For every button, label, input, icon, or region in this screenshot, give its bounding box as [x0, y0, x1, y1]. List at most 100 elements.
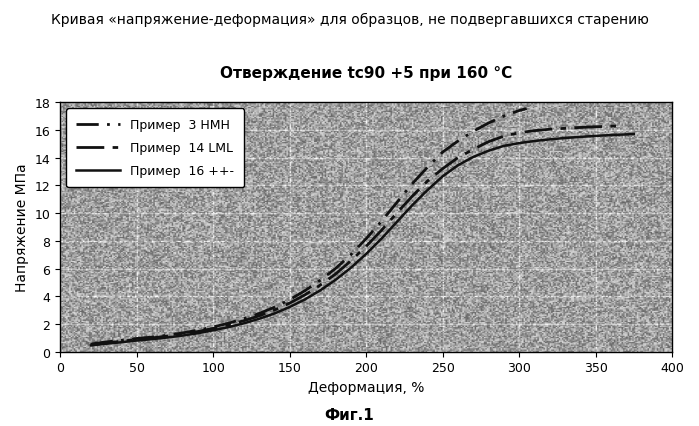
Text: Кривая «напряжение-деформация» для образцов, не подвергавшихся старению: Кривая «напряжение-деформация» для образ… — [50, 13, 649, 27]
Пример  3 НМН — [301, 288, 309, 294]
Пример  14 LML — [163, 334, 171, 339]
Пример  16 ++- — [408, 204, 416, 209]
Пример  16 ++- — [607, 133, 615, 138]
Пример  14 LML — [408, 194, 416, 199]
Y-axis label: Напряжение МПа: Напряжение МПа — [15, 163, 29, 291]
Пример  14 LML — [484, 140, 493, 145]
Пример  14 LML — [316, 283, 324, 288]
Пример  16 ++- — [591, 134, 600, 139]
Пример  16 ++- — [622, 132, 630, 138]
Пример  14 LML — [377, 228, 386, 233]
Пример  3 НМН — [270, 305, 278, 310]
Пример  3 НМН — [255, 311, 264, 317]
Line: Пример  3 НМН: Пример 3 НМН — [91, 109, 527, 344]
Пример  16 ++- — [87, 343, 95, 348]
Пример  16 ++- — [147, 337, 156, 342]
Пример  3 НМН — [285, 297, 294, 302]
Пример  16 ++- — [224, 325, 233, 330]
Пример  3 НМН — [469, 130, 477, 135]
Пример  14 LML — [301, 293, 309, 298]
Text: Фиг.1: Фиг.1 — [324, 407, 375, 422]
Пример  14 LML — [240, 318, 248, 323]
Пример  16 ++- — [454, 163, 462, 168]
Пример  3 НМН — [454, 139, 462, 144]
Пример  3 НМН — [224, 321, 233, 326]
Пример  16 ++- — [209, 328, 217, 333]
Пример  16 ++- — [561, 136, 569, 141]
Пример  3 НМН — [132, 336, 140, 341]
Пример  14 LML — [147, 336, 156, 341]
Пример  3 НМН — [347, 253, 355, 258]
Пример  14 LML — [194, 329, 202, 334]
Пример  14 LML — [500, 134, 508, 139]
X-axis label: Деформация, %: Деформация, % — [308, 380, 424, 394]
Пример  16 ++- — [438, 174, 447, 179]
Пример  14 LML — [591, 125, 600, 130]
Пример  16 ++- — [545, 138, 554, 143]
Пример  14 LML — [255, 314, 264, 319]
Пример  16 ++- — [393, 220, 401, 225]
Пример  16 ++- — [270, 311, 278, 317]
Пример  16 ++- — [163, 335, 171, 340]
Пример  3 НМН — [209, 325, 217, 330]
Пример  16 ++- — [515, 141, 524, 147]
Пример  14 LML — [347, 259, 355, 264]
Пример  3 НМН — [393, 201, 401, 206]
Пример  3 НМН — [316, 278, 324, 283]
Пример  14 LML — [132, 337, 140, 342]
Пример  16 ++- — [377, 236, 386, 242]
Line: Пример  14 LML: Пример 14 LML — [91, 127, 619, 345]
Пример  16 ++- — [255, 317, 264, 322]
Пример  14 LML — [224, 322, 233, 328]
Пример  14 LML — [607, 124, 615, 130]
Пример  16 ++- — [132, 338, 140, 343]
Пример  14 LML — [117, 339, 126, 344]
Пример  14 LML — [87, 343, 95, 348]
Пример  14 LML — [393, 211, 401, 216]
Пример  3 НМН — [87, 342, 95, 347]
Пример  3 НМН — [163, 333, 171, 338]
Пример  16 ++- — [102, 341, 110, 346]
Пример  16 ++- — [316, 288, 324, 293]
Пример  16 ++- — [331, 278, 340, 283]
Пример  14 LML — [454, 156, 462, 161]
Пример  14 LML — [515, 131, 524, 136]
Пример  3 НМН — [194, 328, 202, 333]
Пример  3 НМН — [423, 165, 431, 170]
Пример  14 LML — [530, 129, 538, 134]
Пример  16 ++- — [530, 139, 538, 144]
Пример  3 НМН — [240, 317, 248, 322]
Пример  16 ++- — [423, 188, 431, 193]
Пример  14 LML — [209, 326, 217, 331]
Пример  14 LML — [270, 308, 278, 313]
Пример  3 НМН — [331, 266, 340, 271]
Пример  14 LML — [561, 127, 569, 132]
Пример  16 ++- — [362, 252, 370, 257]
Title: Отверждение tc90 +5 при 160 °C: Отверждение tc90 +5 при 160 °C — [220, 66, 512, 81]
Пример  16 ++- — [630, 132, 638, 137]
Пример  16 ++- — [178, 333, 187, 338]
Пример  3 НМН — [102, 340, 110, 345]
Пример  3 НМН — [484, 121, 493, 126]
Пример  14 LML — [178, 332, 187, 337]
Пример  3 НМН — [500, 114, 508, 119]
Пример  3 НМН — [117, 338, 126, 343]
Line: Пример  16 ++-: Пример 16 ++- — [91, 135, 634, 345]
Пример  16 ++- — [285, 305, 294, 310]
Пример  14 LML — [469, 147, 477, 153]
Пример  16 ++- — [194, 331, 202, 336]
Пример  3 НМН — [408, 182, 416, 187]
Пример  3 НМН — [377, 219, 386, 225]
Пример  16 ++- — [347, 266, 355, 271]
Пример  14 LML — [545, 127, 554, 132]
Пример  3 НМН — [438, 150, 447, 155]
Пример  14 LML — [285, 301, 294, 306]
Пример  16 ++- — [301, 297, 309, 302]
Пример  14 LML — [331, 272, 340, 277]
Пример  14 LML — [362, 244, 370, 249]
Пример  16 ++- — [484, 149, 493, 154]
Пример  16 ++- — [576, 135, 584, 140]
Пример  14 LML — [438, 167, 447, 172]
Пример  3 НМН — [523, 106, 531, 112]
Пример  14 LML — [102, 341, 110, 346]
